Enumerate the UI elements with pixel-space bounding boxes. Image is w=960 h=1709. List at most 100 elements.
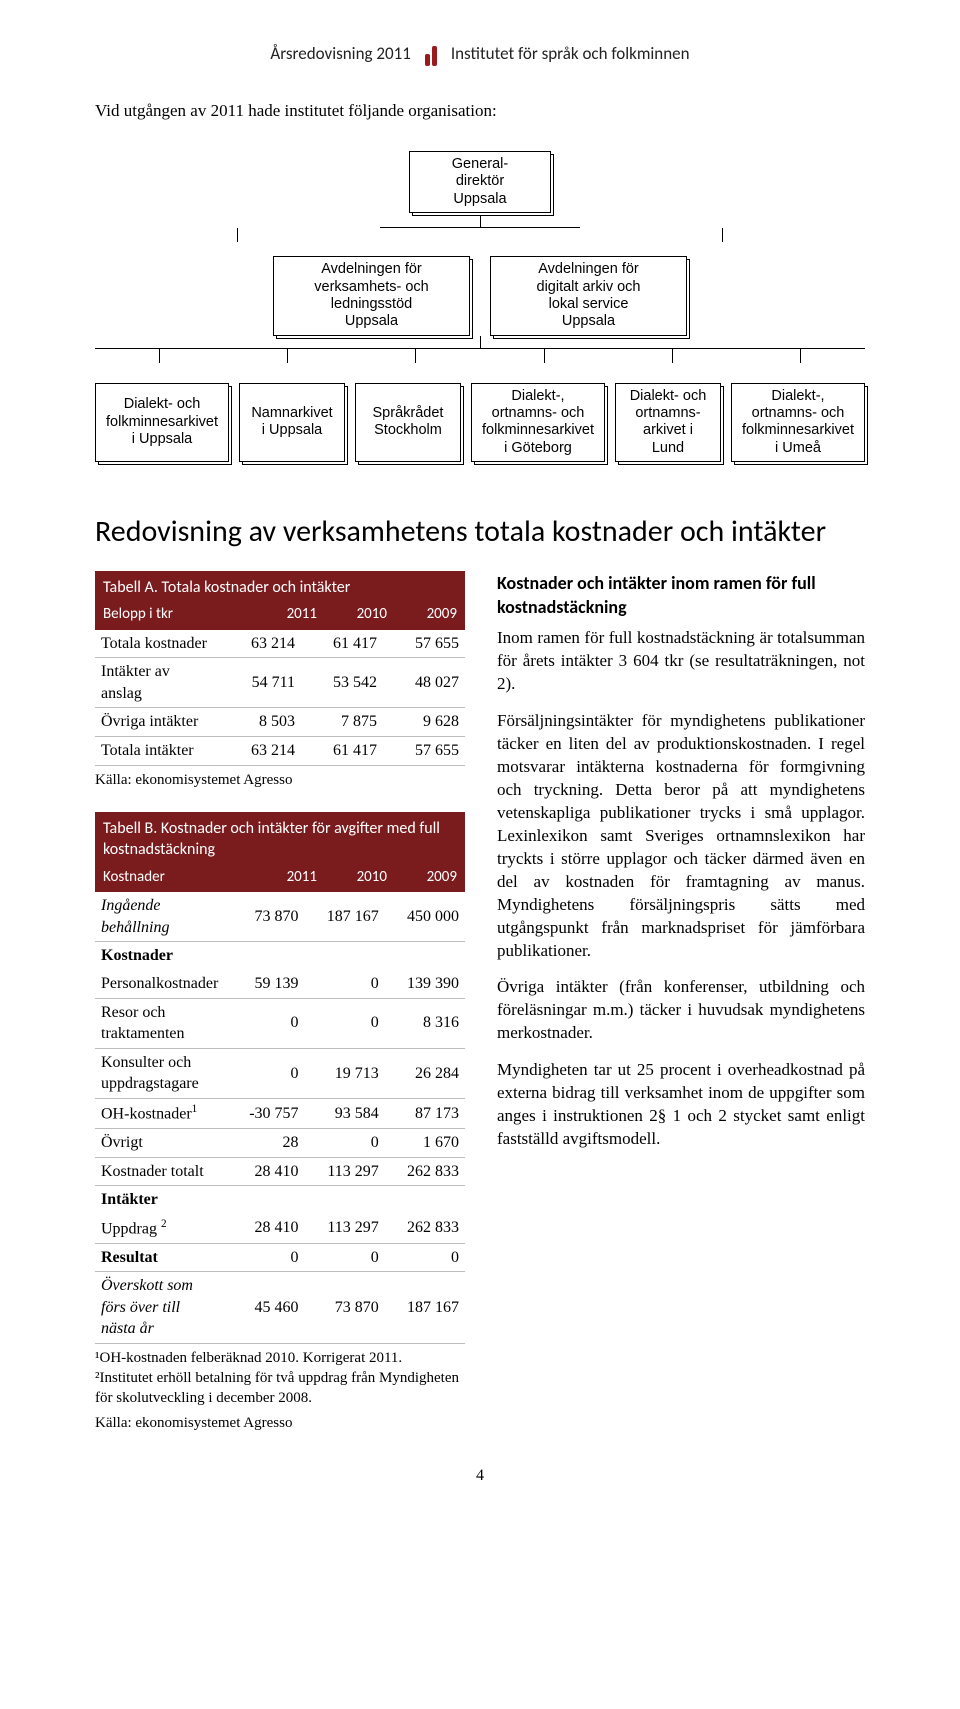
cell-label: Överskott som förs över till nästa år bbox=[95, 1272, 224, 1344]
cell-label: Uppdrag 2 bbox=[95, 1214, 224, 1243]
table-b: Ingående behållning 73 870 187 167 450 0… bbox=[95, 892, 465, 1344]
cell: 113 297 bbox=[305, 1157, 385, 1186]
cell: 0 bbox=[305, 998, 385, 1048]
table-row: Totala kostnader 63 214 61 417 57 655 bbox=[95, 630, 465, 658]
org-chart: General- direktör Uppsala Avdelningen fö… bbox=[95, 151, 865, 462]
cell-label: Kostnader bbox=[95, 942, 465, 970]
body-paragraph: Övriga intäkter (från konferenser, utbil… bbox=[497, 976, 865, 1045]
cell: 139 390 bbox=[385, 970, 465, 998]
year: 2010 bbox=[317, 604, 387, 624]
org-box-label: Dialekt- och ortnamns- arkivet i Lund bbox=[626, 388, 710, 458]
table-row: Uppdrag 2 28 410 113 297 262 833 bbox=[95, 1214, 465, 1243]
org-box-bottom: Dialekt- och ortnamns- arkivet i Lund bbox=[615, 383, 721, 463]
org-box-label: General- direktör Uppsala bbox=[452, 156, 508, 207]
header-right: Institutet för språk och folkminnen bbox=[451, 43, 690, 66]
cell: 8 316 bbox=[385, 998, 465, 1048]
table-b-subhead: Kostnader 2011 2010 2009 bbox=[95, 865, 465, 892]
table-row: Kostnader bbox=[95, 942, 465, 970]
cell: 48 027 bbox=[383, 658, 465, 708]
table-row: Kostnader totalt 28 410 113 297 262 833 bbox=[95, 1157, 465, 1186]
cell: 73 870 bbox=[224, 892, 304, 942]
table-a-subhead: Belopp i tkr 2011 2010 2009 bbox=[95, 602, 465, 629]
cell: -30 757 bbox=[224, 1098, 304, 1128]
cell-label: Konsulter och uppdragstagare bbox=[95, 1048, 224, 1098]
body-paragraph: Inom ramen för full kostnadstäckning är … bbox=[497, 627, 865, 696]
org-box-label: Dialekt-, ortnamns- och folkminnesarkive… bbox=[742, 388, 854, 458]
cell: 0 bbox=[305, 1128, 385, 1157]
body-paragraph: Försäljningsintäkter för myndighetens pu… bbox=[497, 710, 865, 962]
year: 2011 bbox=[247, 604, 317, 624]
year: 2010 bbox=[317, 867, 387, 887]
table-row: Totala intäkter 63 214 61 417 57 655 bbox=[95, 736, 465, 765]
org-box-label: Avdelningen för digitalt arkiv och lokal… bbox=[537, 261, 641, 329]
cell: 61 417 bbox=[301, 736, 383, 765]
cell: 262 833 bbox=[385, 1157, 465, 1186]
cell-label: Resultat bbox=[95, 1243, 224, 1272]
table-row: Resor och traktamenten 0 0 8 316 bbox=[95, 998, 465, 1048]
cell: 53 542 bbox=[301, 658, 383, 708]
cell: 0 bbox=[305, 1243, 385, 1272]
cell: 73 870 bbox=[305, 1272, 385, 1344]
tableA-col-label: Belopp i tkr bbox=[103, 604, 247, 624]
cell: 54 711 bbox=[219, 658, 301, 708]
table-row: Ingående behållning 73 870 187 167 450 0… bbox=[95, 892, 465, 942]
cell: 63 214 bbox=[219, 630, 301, 658]
body-paragraph: Myndigheten tar ut 25 procent i overhead… bbox=[497, 1059, 865, 1151]
cell: 450 000 bbox=[385, 892, 465, 942]
year: 2009 bbox=[387, 867, 457, 887]
table-row: Intäkter bbox=[95, 1186, 465, 1214]
cell: 93 584 bbox=[305, 1098, 385, 1128]
year: 2011 bbox=[247, 867, 317, 887]
cell-label: Kostnader totalt bbox=[95, 1157, 224, 1186]
cell-label: Övriga intäkter bbox=[95, 708, 219, 737]
cell: 0 bbox=[224, 998, 304, 1048]
cell-label: Intäkter bbox=[95, 1186, 465, 1214]
cell: 0 bbox=[385, 1243, 465, 1272]
table-a-source: Källa: ekonomisystemet Agresso bbox=[95, 770, 465, 790]
cell: 0 bbox=[224, 1048, 304, 1098]
cell: 187 167 bbox=[305, 892, 385, 942]
cell: 262 833 bbox=[385, 1214, 465, 1243]
cell-label: Personalkostnader bbox=[95, 970, 224, 998]
org-box-label: Namnarkivet i Uppsala bbox=[251, 405, 332, 440]
cell: 28 410 bbox=[224, 1157, 304, 1186]
table-row: Överskott som förs över till nästa år 45… bbox=[95, 1272, 465, 1344]
cell: 26 284 bbox=[385, 1048, 465, 1098]
cell: 19 713 bbox=[305, 1048, 385, 1098]
org-box-mid: Avdelningen för digitalt arkiv och lokal… bbox=[490, 256, 687, 336]
org-box-bottom: Namnarkivet i Uppsala bbox=[239, 383, 345, 463]
cell: 87 173 bbox=[385, 1098, 465, 1128]
cell-label: Resor och traktamenten bbox=[95, 998, 224, 1048]
cell: 57 655 bbox=[383, 630, 465, 658]
cell: 9 628 bbox=[383, 708, 465, 737]
table-row: OH-kostnader1 -30 757 93 584 87 173 bbox=[95, 1098, 465, 1128]
org-box-bottom: Dialekt-, ortnamns- och folkminnesarkive… bbox=[471, 383, 605, 463]
org-box-bottom: Dialekt- och folkminnesarkivet i Uppsala bbox=[95, 383, 229, 463]
intro-text: Vid utgången av 2011 hade institutet föl… bbox=[95, 100, 865, 123]
cell: 0 bbox=[305, 970, 385, 998]
table-a-title: Tabell A. Totala kostnader och intäkter bbox=[95, 571, 465, 603]
table-b-title: Tabell B. Kostnader och intäkter för avg… bbox=[95, 812, 465, 865]
org-box-bottom: Dialekt-, ortnamns- och folkminnesarkive… bbox=[731, 383, 865, 463]
cell: 8 503 bbox=[219, 708, 301, 737]
tableB-col-label: Kostnader bbox=[103, 867, 247, 887]
table-row: Resultat 0 0 0 bbox=[95, 1243, 465, 1272]
footnote-1: ¹OH-kostnaden felberäknad 2010. Korriger… bbox=[95, 1348, 465, 1368]
cell: 187 167 bbox=[385, 1272, 465, 1344]
page-number: 4 bbox=[95, 1465, 865, 1487]
right-column: Kostnader och intäkter inom ramen för fu… bbox=[497, 571, 865, 1165]
running-header: Årsredovisning 2011 Institutet för språk… bbox=[95, 36, 865, 66]
header-left: Årsredovisning 2011 bbox=[270, 43, 410, 66]
org-box-label: Avdelningen för verksamhets- och ledning… bbox=[314, 261, 428, 329]
cell: 57 655 bbox=[383, 736, 465, 765]
table-a: Totala kostnader 63 214 61 417 57 655 In… bbox=[95, 630, 465, 766]
cell: 61 417 bbox=[301, 630, 383, 658]
cell-label: OH-kostnader1 bbox=[95, 1098, 224, 1128]
cell: 45 460 bbox=[224, 1272, 304, 1344]
org-box-bottom: Språkrådet Stockholm bbox=[355, 383, 461, 463]
org-box-top: General- direktör Uppsala bbox=[409, 151, 551, 213]
table-row: Personalkostnader 59 139 0 139 390 bbox=[95, 970, 465, 998]
footnote-2: ²Institutet erhöll betalning för två upp… bbox=[95, 1368, 465, 1409]
table-b-source: Källa: ekonomisystemet Agresso bbox=[95, 1413, 465, 1433]
section-heading: Redovisning av verksamhetens totala kost… bbox=[95, 512, 865, 553]
